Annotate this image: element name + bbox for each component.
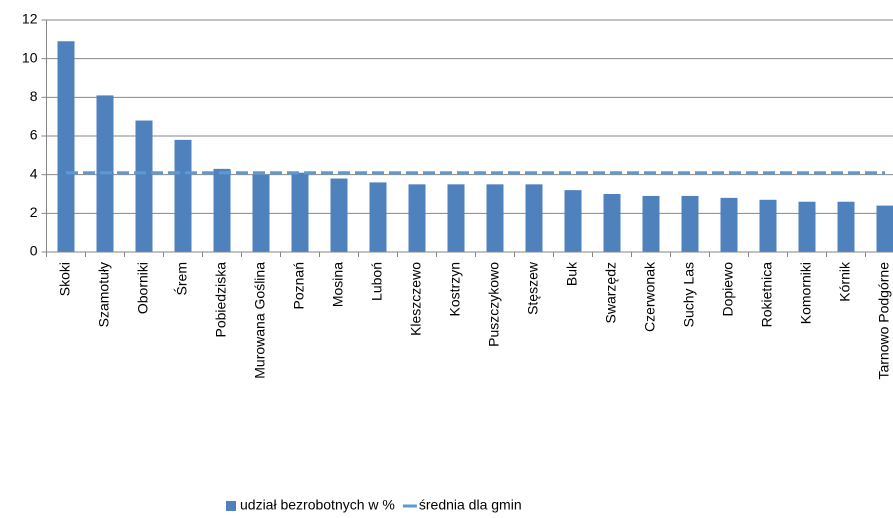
x-tick-label: Śrem: [173, 262, 190, 295]
bar: [57, 41, 75, 253]
y-tick-label: 8: [30, 88, 38, 104]
x-tick-label: Oborniki: [135, 262, 151, 314]
bar: [252, 174, 270, 252]
x-tick-label: Swarzędz: [603, 262, 619, 323]
x-tick-label: Buk: [564, 261, 580, 286]
y-tick-label: 0: [30, 243, 38, 259]
bar: [720, 197, 738, 252]
bar: [603, 194, 621, 252]
y-tick-label: 4: [30, 165, 38, 181]
bar: [876, 205, 893, 252]
x-tick-label: Poznań: [291, 262, 307, 309]
x-tick-label: Mosina: [330, 262, 346, 307]
bar: [447, 184, 465, 252]
bar: [369, 182, 387, 252]
x-tick-label: Rokietnica: [759, 262, 775, 328]
legend-label: średnia dla gmin: [419, 497, 522, 513]
legend-label: udział bezrobotnych w %: [240, 497, 395, 513]
bar: [291, 172, 309, 252]
x-tick-label: Skoki: [57, 262, 73, 296]
bar: [642, 195, 660, 252]
x-tick-label: Kórnik: [837, 261, 853, 302]
x-tick-label: Suchy Las: [681, 262, 697, 327]
bar: [681, 195, 699, 252]
bar: [408, 184, 426, 252]
y-tick-label: 6: [30, 127, 38, 143]
x-tick-label: Pobiedziska: [213, 262, 229, 338]
y-tick-label: 2: [30, 204, 38, 220]
x-tick-label: Stęszew: [525, 261, 541, 315]
bar: [486, 184, 504, 252]
x-tick-label: Luboń: [369, 262, 385, 301]
legend-swatch: [226, 501, 236, 511]
x-tick-label: Tarnowo Podgórne: [876, 262, 892, 380]
bar: [213, 168, 231, 252]
bar: [759, 199, 777, 252]
x-tick-label: Murowana Goślina: [252, 262, 268, 379]
bar: [135, 120, 153, 253]
x-tick-label: Kleszczewo: [408, 262, 424, 336]
x-tick-label: Komorniki: [798, 262, 814, 324]
x-tick-label: Szamotuły: [96, 262, 112, 327]
x-tick-label: Dopiewo: [720, 262, 736, 317]
y-tick-label: 10: [22, 49, 38, 65]
bar: [564, 190, 582, 252]
bar: [837, 201, 855, 252]
x-tick-label: Puszczykowo: [486, 262, 502, 347]
x-tick-label: Kostrzyn: [447, 262, 463, 316]
bar: [798, 201, 816, 252]
x-tick-label: Czerwonak: [642, 261, 658, 332]
bar: [525, 184, 543, 252]
bar: [174, 139, 192, 252]
bar: [330, 178, 348, 252]
y-tick-label: 12: [22, 11, 38, 27]
